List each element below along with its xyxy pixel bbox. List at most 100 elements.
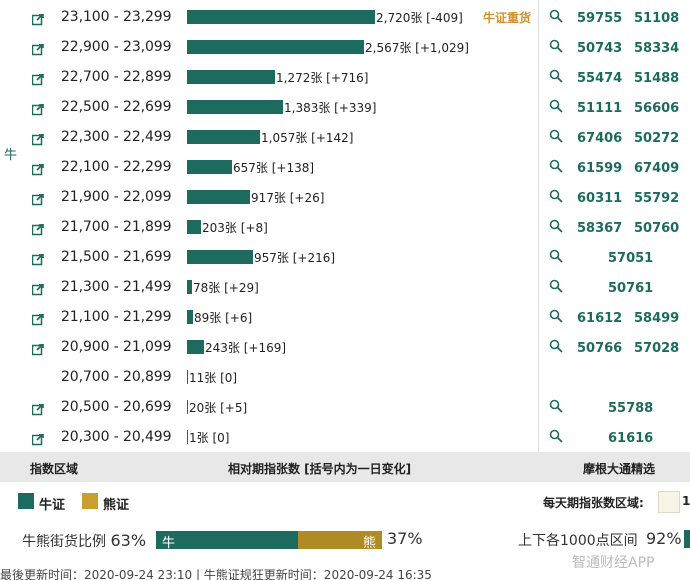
ratio-row: 牛熊街货比例 63% 牛 熊 37% 上下各1000点区间 92% [0,522,690,556]
header-index-range: 指数区域 [30,462,79,476]
header-contracts: 相对期指张数 [括号内为一日变化] [228,462,412,476]
warrant-code-link[interactable]: 50761 [608,281,654,296]
contracts-bar [187,100,283,114]
contracts-bar-label: 957张 [+216] [254,251,336,265]
search-icon[interactable] [549,38,563,53]
contracts-bar [187,160,232,174]
daily-contracts-label: 每天期指张数区域: [543,496,644,510]
header-jpmorgan: 摩根大通精选 [583,462,656,476]
warrant-code-link[interactable]: 55788 [608,401,654,416]
contracts-bar-label: 1张 [0] [189,431,230,445]
warrant-code-link[interactable]: 51111 [577,101,623,116]
contracts-bar-label: 2,567张 [+1,029] [365,41,469,55]
column-divider [538,0,539,452]
warrant-code-link[interactable]: 56606 [634,101,680,116]
warrant-code-link[interactable]: 57028 [634,341,680,356]
index-range: 21,700 - 21,899 [61,219,172,235]
update-time-footer: 最後更新时间：2020-09-24 23:10 | 牛熊证规狂更新时间：2020… [0,568,432,580]
contracts-bar [187,340,204,354]
bear-legend-label: 熊证 [103,498,130,513]
external-link-icon[interactable] [31,101,44,116]
table-row: 21,500 - 21,699 957张 [+216] 57051 [0,242,690,272]
external-link-icon[interactable] [31,191,44,206]
index-range: 20,500 - 20,699 [61,399,172,415]
bear-swatch [82,493,98,509]
warrant-code-link[interactable]: 55474 [577,71,623,86]
search-icon[interactable] [549,98,563,113]
contracts-bar [187,70,275,84]
contracts-bar-label: 20张 [+5] [189,401,248,415]
warrant-code-link[interactable]: 50760 [634,221,680,236]
warrant-code-link[interactable]: 58334 [634,41,680,56]
contracts-bar [187,370,188,384]
warrant-code-link[interactable]: 57051 [608,251,654,266]
warrant-code-link[interactable]: 50766 [577,341,623,356]
external-link-icon[interactable] [31,251,44,266]
contracts-bar-label: 917张 [+26] [251,191,325,205]
warrant-code-link[interactable]: 51488 [634,71,680,86]
warrant-code-link[interactable]: 67406 [577,131,623,146]
table-row: 22,900 - 23,099 2,567张 [+1,029] 50743 58334 [0,32,690,62]
contracts-bar-label: 11张 [0] [189,371,238,385]
warrant-code-link[interactable]: 51108 [634,11,680,26]
warrant-code-link[interactable]: 59755 [577,11,623,26]
bull-legend-label: 牛证 [39,498,66,513]
external-link-icon[interactable] [31,131,44,146]
external-link-icon[interactable] [31,311,44,326]
legend: 牛证 熊证 每天期指张数区域: 1 [0,482,690,520]
table-header: 指数区域 相对期指张数 [括号内为一日变化] 摩根大通精选 [0,452,690,482]
index-range: 21,500 - 21,699 [61,249,172,265]
search-icon[interactable] [549,158,563,173]
heavy-bull-tag: 牛证重货 [483,11,532,25]
warrant-code-link[interactable]: 58499 [634,311,680,326]
external-link-icon[interactable] [31,11,44,26]
index-range: 20,300 - 20,499 [61,429,172,445]
search-icon[interactable] [549,8,563,23]
search-icon[interactable] [549,398,563,413]
search-icon[interactable] [549,68,563,83]
external-link-icon[interactable] [31,71,44,86]
warrant-code-link[interactable]: 55792 [634,191,680,206]
index-range: 23,100 - 23,299 [61,9,172,25]
watermark: 智通财经APP [572,555,655,571]
search-icon[interactable] [549,218,563,233]
bull-swatch [18,493,34,509]
search-icon[interactable] [549,338,563,353]
contracts-bar [187,250,253,264]
external-link-icon[interactable] [31,41,44,56]
bull-ratio-pct: 63% [110,531,147,550]
contracts-bar [187,430,188,444]
contracts-bar-label: 2,720张 [-409] [376,11,463,25]
search-icon[interactable] [549,128,563,143]
search-icon[interactable] [549,278,563,293]
warrant-code-link[interactable]: 67409 [634,161,680,176]
external-link-icon[interactable] [31,341,44,356]
warrant-code-link[interactable]: 61616 [608,431,654,446]
external-link-icon[interactable] [31,431,44,446]
daily-contracts-input[interactable] [658,491,680,513]
search-icon[interactable] [549,428,563,443]
warrant-code-link[interactable]: 58367 [577,221,623,236]
external-link-icon[interactable] [31,161,44,176]
search-icon[interactable] [549,248,563,263]
contracts-bar [187,40,364,54]
warrant-code-link[interactable]: 61599 [577,161,623,176]
warrant-code-link[interactable]: 61612 [577,311,623,326]
warrant-code-link[interactable]: 50743 [577,41,623,56]
contracts-bar [187,190,250,204]
warrant-code-link[interactable]: 60311 [577,191,623,206]
table-row: 20,900 - 21,099 243张 [+169] 50766 57028 [0,332,690,362]
external-link-icon[interactable] [31,281,44,296]
contracts-bar-label: 89张 [+6] [194,311,253,325]
range-pct: 92% [646,529,682,548]
ratio-bar: 牛 熊 [156,531,382,551]
external-link-icon[interactable] [31,401,44,416]
index-range: 22,700 - 22,899 [61,69,172,85]
search-icon[interactable] [549,308,563,323]
contracts-bar [187,310,193,324]
search-icon[interactable] [549,188,563,203]
table-row: 21,300 - 21,499 78张 [+29] 50761 [0,272,690,302]
ratio-bull-fill: 牛 [156,531,298,551]
external-link-icon[interactable] [31,221,44,236]
warrant-code-link[interactable]: 50272 [634,131,680,146]
